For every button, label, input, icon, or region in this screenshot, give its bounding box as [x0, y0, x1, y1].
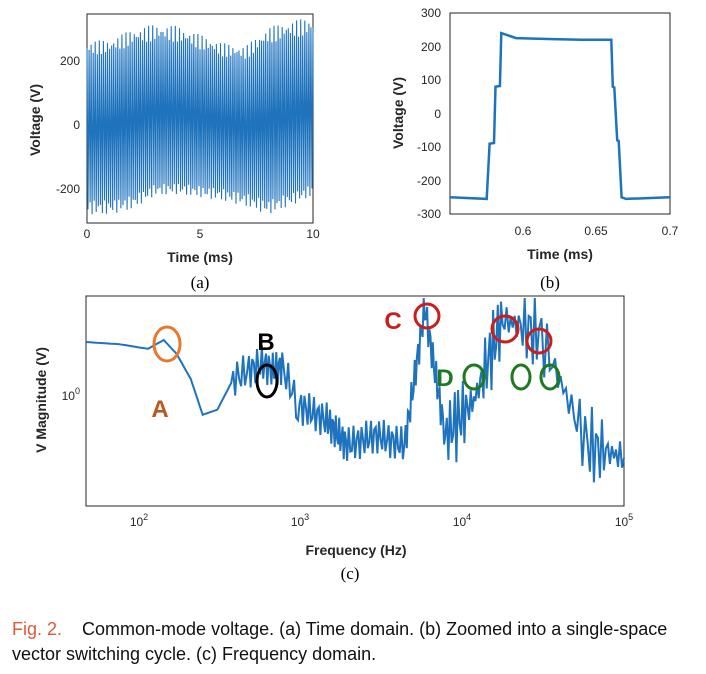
chart-b-ytick: -100 [417, 140, 441, 154]
chart-a-series-line [86, 19, 314, 215]
chart-c-xtick: 104 [453, 512, 471, 529]
chart-a-xtick: 5 [197, 227, 204, 241]
chart-b-xtick: 0.7 [662, 224, 679, 238]
annotation-d-circle-1 [462, 363, 486, 391]
chart-b-ytick: 0 [434, 107, 441, 121]
annotation-d-circle-2 [510, 363, 532, 391]
annotation-c-circle-2 [490, 314, 520, 344]
chart-b: 0.6 0.65 0.7 300 200 100 0 -100 -200 -30… [390, 6, 679, 292]
annotation-a-circle [152, 325, 182, 363]
chart-b-ytick: -300 [417, 207, 441, 221]
chart-c-ytick: 100 [62, 386, 80, 403]
chart-b-ticks: 0.6 0.65 0.7 300 200 100 0 -100 -200 -30… [417, 6, 679, 238]
chart-b-ylabel: Voltage (V) [390, 77, 406, 149]
chart-a-series [86, 19, 314, 215]
chart-b-xtick: 0.6 [515, 224, 532, 238]
chart-b-xtick: 0.65 [584, 224, 608, 238]
chart-a: 0 5 10 200 0 -200 Time (ms) Voltage (V) … [27, 13, 320, 292]
chart-a-subtitle: (a) [191, 273, 210, 292]
chart-c-series-line [85, 297, 625, 483]
annotation-c-circle-1 [413, 302, 441, 330]
annotation-b-label: B [257, 329, 274, 356]
chart-b-ytick: 300 [421, 6, 441, 20]
chart-b-ytick: 200 [421, 40, 441, 54]
chart-c-subtitle: (c) [341, 564, 360, 583]
chart-c-xtick: 103 [291, 512, 309, 529]
figure-caption: Fig. 2. Common-mode voltage. (a) Time dom… [12, 617, 702, 667]
chart-b-ytick: 100 [421, 73, 441, 87]
chart-a-ytick: -200 [56, 182, 80, 196]
chart-b-subtitle: (b) [540, 273, 560, 292]
chart-c: 102 103 104 105 100 Frequency (Hz) V Mag… [33, 295, 633, 583]
annotation-c-circle-3 [525, 327, 553, 355]
annotation-a-label: A [151, 396, 168, 423]
annotation-c-label: C [384, 308, 401, 335]
chart-b-ytick: -200 [417, 174, 441, 188]
chart-c-plot-box [85, 295, 625, 507]
annotation-b-circle [255, 363, 279, 399]
chart-a-xlabel: Time (ms) [167, 249, 233, 265]
chart-c-xlabel: Frequency (Hz) [305, 542, 406, 558]
chart-b-xlabel: Time (ms) [527, 246, 593, 262]
chart-c-ylabel: V Magnitude (V) [33, 347, 49, 453]
chart-c-xtick: 105 [615, 512, 633, 529]
chart-b-series-line [449, 31, 671, 201]
annotation-d-label: D [436, 365, 453, 392]
chart-a-xtick: 10 [306, 227, 320, 241]
annotation-d-circle-3 [539, 363, 561, 391]
chart-a-ytick: 0 [73, 118, 80, 132]
caption-text: Common-mode voltage. (a) Time domain. (b… [12, 619, 668, 664]
chart-a-ylabel: Voltage (V) [27, 84, 43, 156]
chart-a-xtick: 0 [84, 227, 91, 241]
chart-a-ytick: 200 [60, 54, 80, 68]
chart-a-ticks: 0 5 10 200 0 -200 [56, 54, 320, 241]
chart-b-plot-box [449, 12, 671, 215]
chart-c-xtick: 102 [130, 512, 148, 529]
caption-label: Fig. 2. [12, 619, 63, 639]
